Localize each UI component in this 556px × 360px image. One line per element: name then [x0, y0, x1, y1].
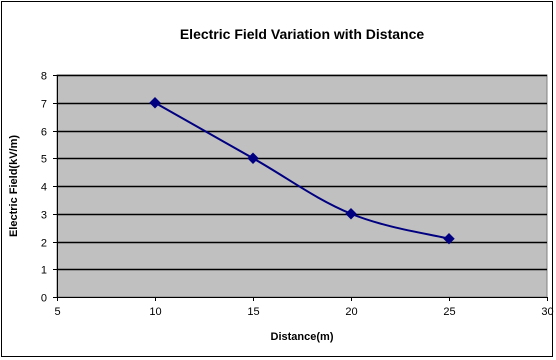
y-tick-label-8: 8 — [41, 71, 47, 83]
data-point-15 — [247, 152, 259, 164]
data-point-10 — [149, 97, 161, 109]
gridlines — [57, 74, 547, 271]
x-axis-title: Distance(m) — [271, 331, 334, 343]
x-tick-label-25: 25 — [443, 306, 455, 318]
x-tick-label-10: 10 — [149, 306, 161, 318]
y-tick-label-4: 4 — [41, 182, 47, 194]
data-point-20 — [345, 208, 357, 220]
x-tick-label-5: 5 — [54, 306, 60, 318]
data-point-25 — [443, 233, 455, 245]
y-tick-label-0: 0 — [41, 293, 47, 305]
x-tick-label-30: 30 — [541, 306, 553, 318]
y-tick-label-6: 6 — [41, 127, 47, 139]
y-axis-title: Electric Field(kV/m) — [8, 135, 20, 237]
y-tick-label-3: 3 — [41, 210, 47, 222]
y-tick-label-7: 7 — [41, 99, 47, 111]
series-line-0 — [154, 101, 450, 240]
chart-title: Electric Field Variation with Distance — [180, 26, 425, 42]
data-series — [149, 97, 455, 245]
axes — [53, 75, 548, 301]
x-tick-label-20: 20 — [345, 306, 357, 318]
y-tick-label-2: 2 — [41, 238, 47, 250]
tick-labels: 0 1 2 3 4 5 6 7 8 5 10 15 20 25 30 — [41, 71, 554, 319]
x-tick-label-15: 15 — [247, 306, 259, 318]
y-tick-label-5: 5 — [41, 154, 47, 166]
y-tick-label-1: 1 — [41, 265, 47, 277]
